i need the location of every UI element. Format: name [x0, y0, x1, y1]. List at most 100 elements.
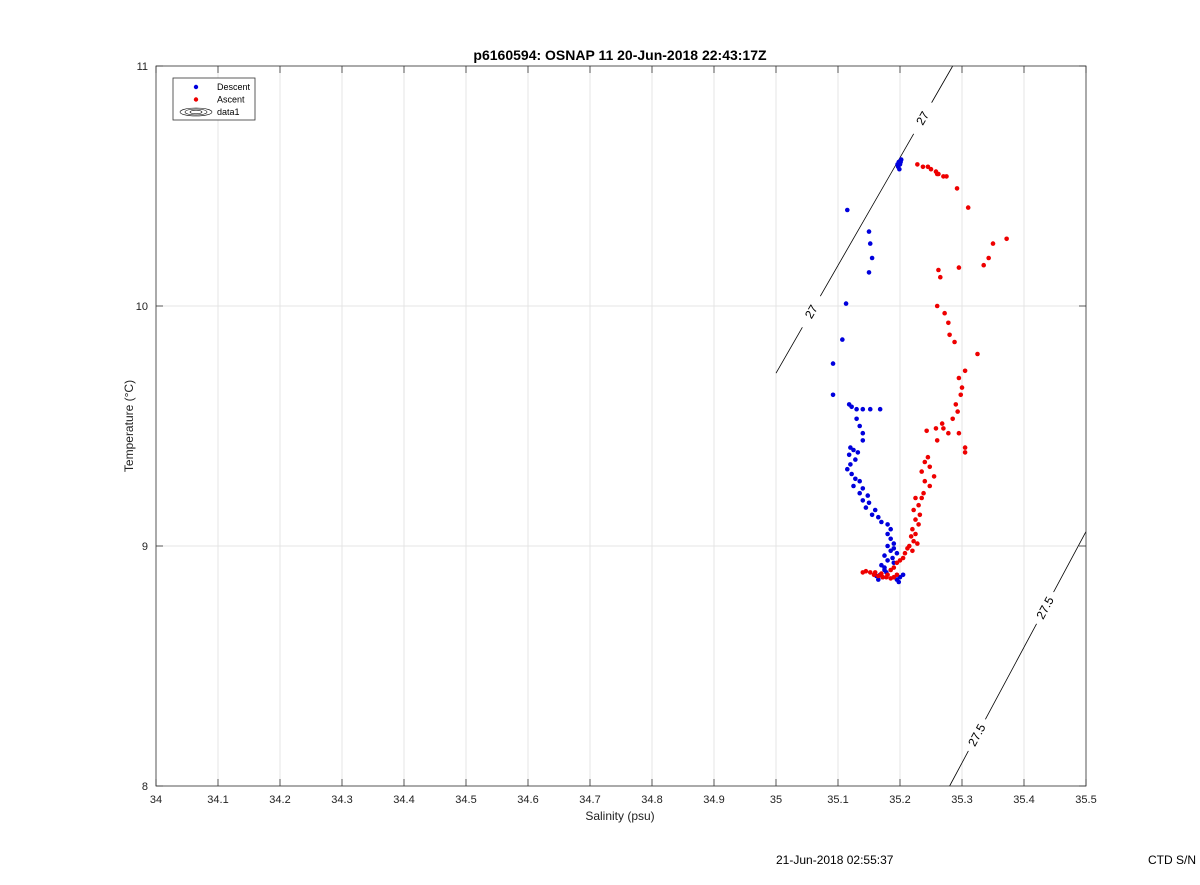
- y-tick-label: 9: [142, 541, 148, 553]
- footer-timestamp: 21-Jun-2018 02:55:37: [776, 853, 894, 867]
- contour-line-27.5: [1053, 531, 1087, 593]
- x-tick-label: 34.9: [703, 794, 724, 806]
- ascent-point: [919, 495, 924, 501]
- legend-box: [172, 77, 256, 121]
- descent-point: [855, 450, 861, 455]
- y-tick-label: 8: [142, 781, 148, 793]
- ascent-point: [942, 310, 947, 316]
- ascent-point: [959, 385, 965, 390]
- descent-point: [853, 457, 858, 462]
- contour-label-27: 27: [913, 109, 932, 128]
- legend: Descent Ascent data1: [172, 77, 256, 121]
- ascent-point: [921, 490, 926, 496]
- contour-icon-ring: [184, 108, 208, 116]
- descent-point: [900, 572, 906, 578]
- ascent-point: [936, 267, 941, 273]
- ascent-point: [924, 428, 929, 434]
- descent-point: [885, 531, 890, 537]
- ascent-point: [981, 262, 986, 268]
- ascent-point: [891, 574, 897, 580]
- y-axis-label: Temperature (°C): [122, 380, 136, 472]
- ascent-point: [915, 162, 920, 167]
- ascent-point: [900, 555, 906, 561]
- descent-point: [860, 438, 866, 443]
- ascent-point: [954, 186, 960, 191]
- x-tick-label: 35.4: [1013, 794, 1034, 806]
- descent-point: [830, 361, 836, 366]
- descent-point: [872, 507, 878, 513]
- legend-marker-descent: [193, 84, 199, 90]
- y-axis-ticks: 8 9 10 11: [136, 61, 1086, 793]
- legend-marker-ascent: [193, 97, 199, 102]
- ascent-point: [872, 570, 878, 575]
- descent-point: [876, 577, 881, 582]
- descent-point: [897, 166, 902, 172]
- descent-point: [882, 553, 887, 558]
- ascent-point: [962, 368, 968, 374]
- y-tick-label: 10: [136, 301, 148, 313]
- footer-ctd-serial: CTD S/N: [1148, 853, 1196, 867]
- ascent-point: [955, 409, 960, 414]
- descent-point: [860, 430, 866, 436]
- ascent-point: [946, 430, 951, 436]
- ascent-point: [922, 459, 928, 465]
- x-tick-label: 34: [150, 794, 162, 806]
- descent-point: [865, 493, 871, 498]
- ascent-point: [944, 174, 949, 179]
- ascent-point: [938, 274, 943, 280]
- descent-point: [869, 512, 875, 518]
- descent-point: [890, 555, 895, 561]
- descent-point: [896, 579, 902, 585]
- ascent-point: [922, 478, 928, 484]
- descent-point: [885, 543, 890, 549]
- ascent-point: [934, 303, 940, 309]
- ascent-point: [953, 402, 959, 407]
- descent-point: [879, 519, 884, 525]
- contour-icon: [179, 107, 213, 117]
- ascent-point: [946, 320, 951, 326]
- descent-point: [888, 536, 893, 542]
- ascent-point: [913, 517, 918, 522]
- ascent-point: [867, 570, 873, 575]
- ascent-point: [863, 568, 869, 574]
- ascent-point: [925, 164, 931, 170]
- descent-point: [869, 255, 875, 261]
- descent-point: [851, 483, 856, 489]
- x-tick-label: 35.1: [827, 794, 848, 806]
- x-tick-label: 34.2: [269, 794, 290, 806]
- ascent-point: [962, 450, 968, 455]
- ascent-point: [927, 483, 933, 489]
- ascent-point: [876, 573, 881, 579]
- ascent-point: [888, 567, 893, 573]
- descent-point: [866, 500, 872, 506]
- descent-point: [879, 562, 884, 568]
- ascent-point: [950, 416, 955, 422]
- descent-point: [857, 423, 862, 429]
- descent-point: [895, 162, 900, 167]
- descent-point: [888, 526, 893, 532]
- plot-frame: [155, 65, 1087, 787]
- descent-point: [857, 490, 862, 496]
- descent-point: [885, 558, 890, 563]
- ascent-point: [952, 339, 957, 345]
- ascent-point: [916, 502, 921, 508]
- y-tick-label: 11: [137, 61, 148, 73]
- ascent-point: [956, 265, 962, 270]
- contour-line-27.5: [985, 623, 1037, 720]
- ascent-point: [879, 571, 884, 576]
- x-axis-ticks: 34 34.1 34.2 34.3 34.4 34.5 34.6 34.7 34.8 34.9 35…: [150, 66, 1097, 806]
- descent-point: [845, 207, 850, 213]
- descent-point: [848, 462, 853, 467]
- ascent-point: [885, 572, 890, 578]
- ascent-point: [910, 526, 915, 532]
- x-tick-label: 34.4: [393, 794, 414, 806]
- descent-point: [846, 452, 852, 458]
- descent-point: [860, 498, 866, 503]
- ascent-point: [962, 445, 968, 450]
- ascent-point: [958, 392, 964, 398]
- descent-point: [843, 301, 849, 306]
- x-tick-label: 34.1: [207, 794, 228, 806]
- descent-point: [853, 476, 858, 482]
- ascent-point: [913, 531, 918, 537]
- ascent-point: [908, 534, 914, 539]
